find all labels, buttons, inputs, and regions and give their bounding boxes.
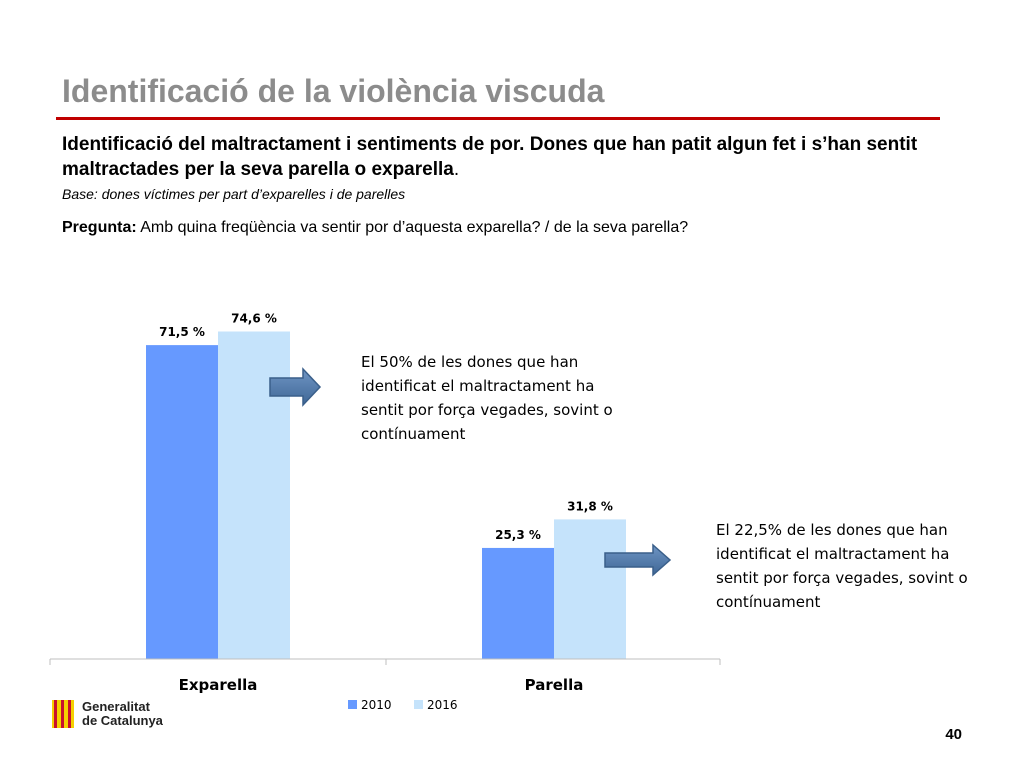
arrow-right-icon: [269, 367, 322, 407]
subtitle-end: .: [453, 159, 460, 180]
bar-exparella-2010: [146, 345, 218, 659]
bar-parella-2010: [482, 547, 554, 659]
legend-swatch: [348, 700, 357, 709]
arrow-right-icon: [604, 543, 672, 577]
data-label: 74,6 %: [231, 312, 277, 326]
question-text: Amb quina freqüència va sentir por d’aqu…: [136, 219, 689, 236]
data-label: 71,5 %: [159, 325, 205, 339]
title-divider: [56, 117, 940, 120]
slide-subtitle: Identificació del maltractament i sentim…: [62, 132, 932, 182]
legend: 2010 2016: [348, 698, 458, 712]
annotation-parella: El 22,5% de les dones que han identifica…: [716, 521, 968, 611]
data-label: 31,8 %: [567, 499, 613, 513]
annotation-exparella: El 50% de les dones que han identificat …: [361, 353, 613, 443]
generalitat-logo: Generalitat de Catalunya: [52, 700, 163, 728]
page-title: Identificació de la violència viscuda: [62, 73, 605, 109]
category-label: Exparella: [179, 676, 258, 694]
bar-parella-2016: [554, 519, 626, 659]
logo-text: Generalitat de Catalunya: [82, 700, 163, 728]
question-label: Pregunta:: [62, 219, 137, 236]
legend-swatch: [414, 700, 423, 709]
senyera-emblem-icon: [52, 700, 74, 728]
page-number: 40: [945, 726, 962, 743]
legend-label: 2010: [361, 698, 392, 712]
question: Pregunta: Amb quina freqüència va sentir…: [62, 219, 688, 237]
logo-line-2: de Catalunya: [82, 713, 163, 728]
data-label: 25,3 %: [495, 528, 541, 542]
subtitle-main: Identificació del maltractament i sentim…: [62, 134, 918, 180]
category-label: Parella: [525, 676, 584, 694]
bars: [146, 331, 626, 659]
data-labels: 71,5 % 74,6 % 25,3 % 31,8 %: [159, 312, 613, 542]
category-labels: Exparella Parella: [179, 676, 584, 694]
legend-label: 2016: [427, 698, 458, 712]
base-note: Base: dones víctimes per part d’exparell…: [62, 186, 406, 202]
logo-line-1: Generalitat: [82, 699, 150, 714]
